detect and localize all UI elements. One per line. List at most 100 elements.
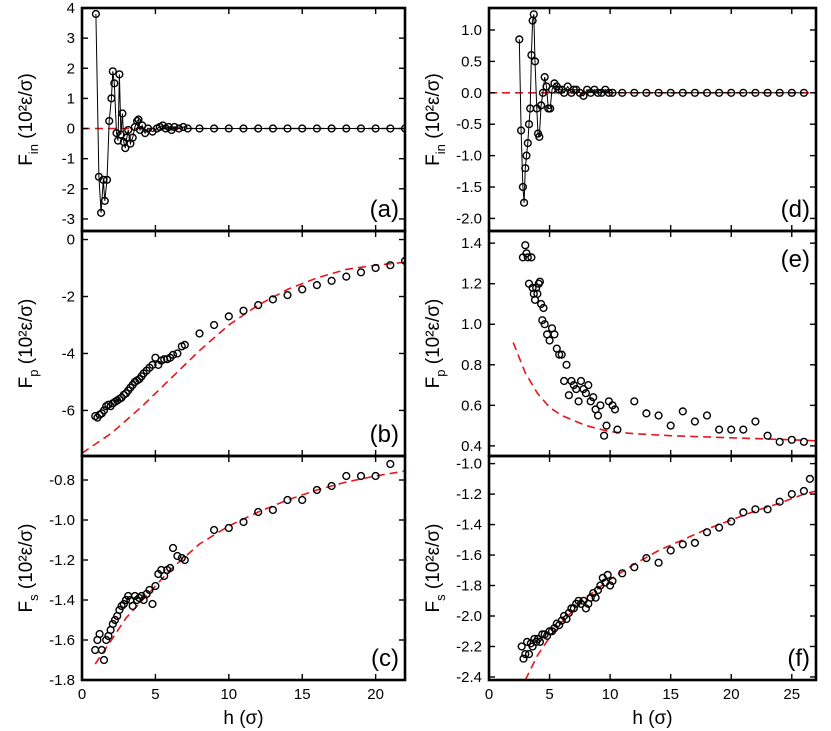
x-tick-label: 20 (367, 686, 384, 703)
data-point (527, 253, 536, 262)
data-point (121, 595, 131, 605)
panel-label: (b) (370, 421, 399, 448)
data-point (536, 299, 546, 309)
data-point (91, 9, 101, 19)
x-tick-label: 25 (783, 686, 800, 703)
panel-a: -3 -2 -1 0 1 2 3 4 Fin (10²ε/σ) (a) (16, 0, 407, 233)
data-point (386, 124, 395, 133)
y-tick-label: -1.0 (49, 512, 75, 529)
data-point (224, 523, 233, 533)
data-point (168, 543, 178, 553)
data-point (110, 79, 119, 88)
data-point (608, 88, 617, 97)
data-point (690, 88, 700, 97)
data-point (727, 517, 736, 526)
y-tick-label: 0.4 (461, 438, 482, 455)
data-point (327, 276, 336, 285)
data-point (298, 124, 307, 133)
y-tick-label: -6 (62, 402, 75, 419)
plot-area-f (517, 474, 816, 680)
y-tick-label: -2 (62, 289, 75, 306)
data-point (690, 538, 700, 548)
data-point (254, 124, 263, 133)
data-point (117, 601, 126, 611)
y-tick-label: -2.0 (456, 608, 482, 625)
data-point (763, 505, 772, 514)
data-point (108, 619, 117, 629)
y-axis-label-sub: s (26, 594, 41, 601)
y-tick-label: 0 (67, 121, 75, 138)
data-point (312, 124, 322, 133)
data-point (386, 459, 395, 469)
data-point (727, 425, 736, 434)
data-point (518, 182, 528, 192)
data-point (183, 124, 192, 133)
data-point (400, 256, 405, 265)
plot-area-a (82, 9, 405, 218)
y-tick-label: 1.0 (461, 316, 482, 333)
data-point (99, 175, 108, 184)
data-point (327, 124, 336, 133)
data-point (96, 208, 106, 218)
data-point (604, 88, 614, 97)
data-point (576, 376, 586, 386)
data-point (102, 635, 111, 645)
data-point (579, 385, 588, 394)
fit-curve (524, 490, 816, 680)
data-point (593, 88, 603, 97)
data-point (593, 411, 603, 420)
data-point (342, 124, 351, 133)
data-point (254, 507, 263, 517)
y-tick-label: 0.6 (461, 397, 482, 414)
data-point (239, 306, 248, 315)
plot-area-c (91, 459, 405, 665)
data-point (805, 474, 815, 484)
x-tick-label: 15 (662, 686, 679, 703)
data-point (519, 654, 528, 663)
data-point (599, 431, 609, 440)
data-point (542, 631, 552, 640)
y-tick-label: -1.5 (456, 179, 482, 196)
panel-frame (487, 229, 818, 458)
y-tick-label: -4 (62, 345, 75, 362)
data-point (569, 381, 578, 390)
data-point (787, 88, 796, 97)
data-point (268, 124, 278, 133)
data-point (371, 263, 380, 273)
panel-frame (487, 6, 818, 233)
data-point (613, 425, 622, 434)
data-point (533, 289, 542, 298)
x-tick-label: 5 (151, 686, 159, 703)
y-axis-label: Fin (10²ε/σ) (16, 73, 41, 166)
data-point (564, 608, 574, 618)
data-point (99, 655, 109, 665)
data-point (539, 303, 548, 313)
panel-f: -2.4 -2.2 -2.0 -1.8 -1.6 -1.4 -1.2 -1.0 0 5 10 15 20… (423, 454, 818, 729)
data-point (283, 291, 292, 300)
data-point (666, 421, 675, 430)
connecting-line (518, 14, 804, 203)
data-point (210, 124, 219, 133)
data-point (115, 605, 124, 615)
data-point (119, 599, 128, 609)
y-axis-label-main: F (16, 154, 37, 166)
data-point (702, 528, 712, 537)
y-tick-label: 3 (67, 30, 75, 47)
panel-frame (487, 454, 818, 682)
panel-frame (80, 229, 407, 458)
data-point (739, 425, 748, 434)
x-tick-label: 0 (485, 686, 493, 703)
data-point (298, 495, 307, 505)
panel-label: (f) (787, 645, 810, 672)
y-axis-label-main: F (423, 154, 444, 166)
data-point (519, 198, 529, 207)
y-axis-label-main: F (16, 377, 37, 389)
data-point (371, 124, 380, 133)
data-point (342, 471, 351, 481)
data-point (386, 261, 395, 270)
x-tick-label: 0 (78, 686, 86, 703)
y-tick-label: -1.4 (456, 517, 482, 534)
data-point (567, 376, 576, 386)
y-axis-label-sub: in (433, 144, 448, 154)
data-point (195, 124, 204, 133)
